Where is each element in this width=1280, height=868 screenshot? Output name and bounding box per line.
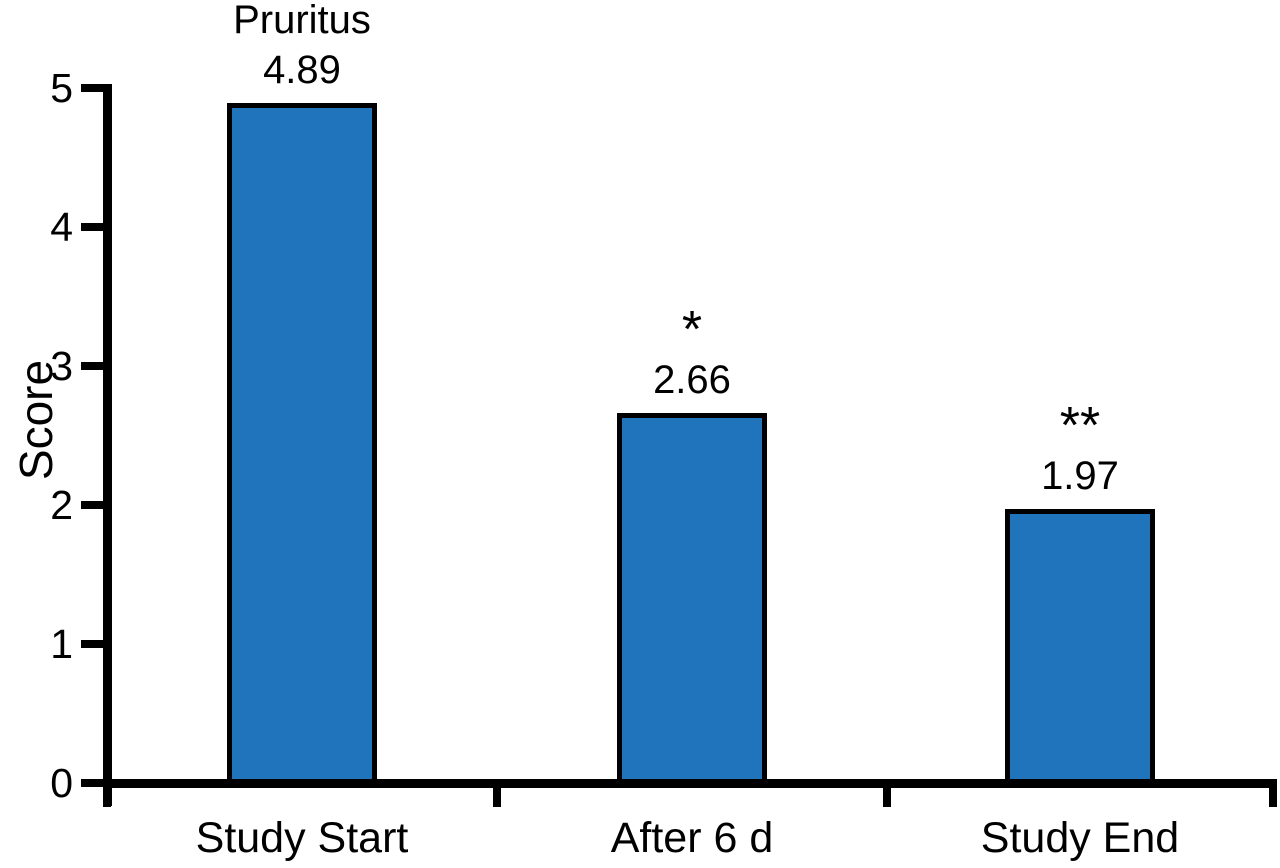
- y-axis-tick: [81, 640, 103, 648]
- x-axis-tick: [883, 783, 891, 807]
- x-axis-label: Study End: [980, 814, 1180, 862]
- significance-marker: **: [1059, 397, 1101, 456]
- bar-value-label: 4.89: [263, 48, 341, 93]
- bar-annotation: ** 1.97: [910, 397, 1250, 501]
- bar-value-label: 2.66: [653, 358, 731, 403]
- bar-value-label: 1.97: [1041, 454, 1119, 499]
- bar: [617, 413, 767, 787]
- bar: [1005, 509, 1155, 787]
- x-axis-tick: [1269, 783, 1277, 807]
- y-axis-tick-label: 0: [50, 760, 73, 806]
- x-axis-tick: [493, 783, 501, 807]
- chart-title: Pruritus: [233, 0, 371, 43]
- significance-marker: *: [681, 301, 703, 360]
- y-axis-line: [103, 84, 112, 806]
- x-axis-label: Study Start: [195, 814, 409, 862]
- y-axis-tick: [81, 501, 103, 509]
- y-axis-tick-label: 3: [50, 343, 73, 389]
- x-axis-label: After 6 d: [610, 814, 774, 862]
- bar-annotation: Pruritus 4.89: [132, 0, 472, 95]
- y-axis-tick: [81, 84, 103, 92]
- y-axis-tick-label: 5: [50, 65, 73, 111]
- y-axis-tick: [81, 779, 103, 787]
- y-axis-tick: [81, 223, 103, 231]
- y-axis-tick-label: 2: [50, 482, 73, 528]
- y-axis-tick-label: 4: [50, 204, 73, 250]
- bar: [227, 103, 377, 787]
- x-axis-line: [103, 779, 1277, 788]
- y-axis-tick: [81, 362, 103, 370]
- bar-annotation: * 2.66: [522, 301, 862, 405]
- y-axis-tick-label: 1: [50, 621, 73, 667]
